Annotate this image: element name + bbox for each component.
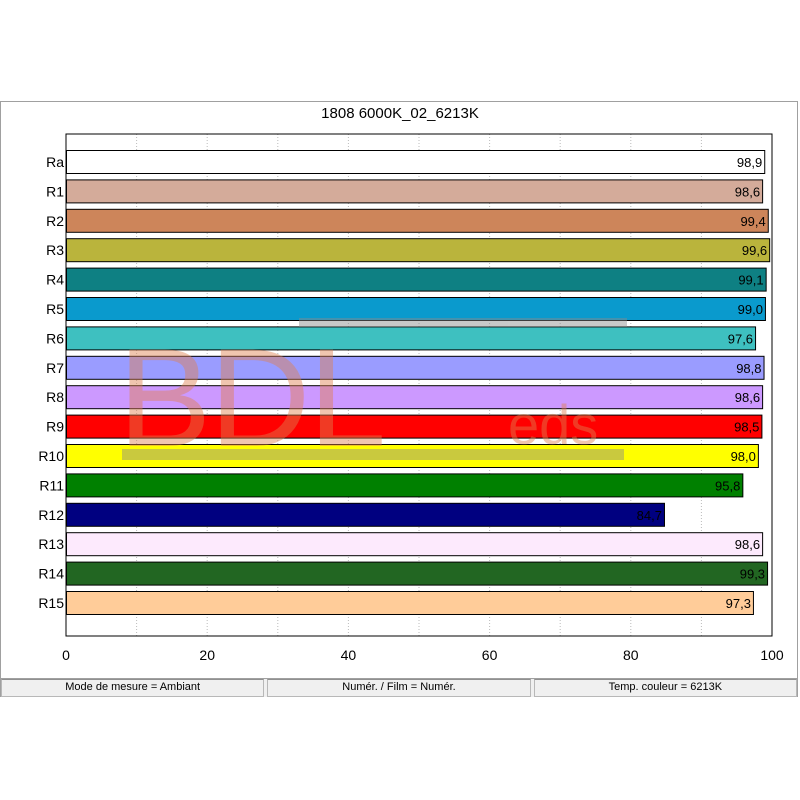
x-tick-label: 0 (62, 647, 70, 663)
value-label: 98,8 (736, 361, 761, 376)
bar-ra (66, 150, 766, 174)
x-tick-label: 40 (341, 647, 357, 663)
chart-title: 1808 6000K_02_6213K (321, 105, 479, 122)
category-label: R14 (38, 566, 64, 582)
axis-layer: 0 20 40 60 80 100 (62, 133, 784, 663)
x-tick-label: 20 (199, 647, 215, 663)
status-film: Numér. / Film = Numér. (267, 679, 531, 697)
category-label: R15 (38, 595, 64, 611)
category-label: R5 (46, 301, 64, 317)
value-label: 97,6 (728, 331, 753, 346)
category-label: Ra (46, 154, 64, 170)
value-label: 98,5 (734, 420, 759, 435)
category-label: R6 (46, 330, 64, 346)
x-tick-label: 100 (760, 647, 784, 663)
watermark-text-main: BDL (118, 319, 384, 476)
value-label: 98,0 (731, 449, 756, 464)
category-label: R12 (38, 507, 64, 523)
category-label: R8 (46, 389, 64, 405)
bar-r14 (66, 561, 769, 586)
value-label: 99,0 (738, 302, 763, 317)
x-tick-label: 60 (482, 647, 498, 663)
value-label: 98,6 (735, 537, 760, 552)
bar-r4 (66, 267, 767, 292)
value-label: 98,9 (737, 155, 762, 170)
watermark-text-sub: eds (508, 393, 598, 456)
watermark-bar-top (299, 318, 627, 327)
category-label: R9 (46, 419, 64, 435)
bar-r15 (66, 591, 754, 615)
category-label: R3 (46, 242, 64, 258)
status-mode: Mode de mesure = Ambiant (1, 679, 265, 697)
x-tick-label: 80 (623, 647, 639, 663)
value-label: 99,3 (740, 567, 765, 582)
watermark-group: BDL eds (118, 318, 627, 476)
value-label: 98,6 (735, 184, 760, 199)
bar-r1 (66, 179, 764, 204)
plot-border (65, 133, 773, 637)
status-temp: Temp. couleur = 6213K (533, 679, 797, 697)
bar-r3 (66, 238, 771, 263)
bar-r5 (66, 297, 766, 321)
watermark-logo: BDL eds (118, 318, 627, 476)
category-label: R10 (38, 448, 64, 464)
bar-r13 (66, 532, 764, 557)
value-label: 99,4 (740, 214, 765, 229)
category-label: R2 (46, 213, 64, 229)
value-label: 99,1 (738, 273, 763, 288)
value-label: 97,3 (726, 596, 751, 611)
value-label: 99,6 (742, 243, 767, 258)
bar-r2 (66, 208, 769, 233)
category-label: R13 (38, 536, 64, 552)
category-label: R11 (39, 477, 64, 493)
category-label: R7 (46, 360, 64, 376)
status-bar: Mode de mesure = Ambiant Numér. / Film =… (1, 678, 797, 697)
labels-layer: Ra 98,9 R1 98,6 R2 99,4 R3 99,6 R4 99,1 R5 99,0 R6 97… (38, 154, 767, 611)
value-label: 98,6 (735, 390, 760, 405)
bar-r12 (66, 502, 665, 527)
value-label: 95,8 (715, 478, 740, 493)
watermark-bar-bottom (122, 449, 624, 460)
category-label: R1 (46, 183, 64, 199)
bar-r11 (66, 473, 744, 498)
value-label: 84,7 (637, 508, 662, 523)
category-label: R4 (46, 272, 64, 288)
